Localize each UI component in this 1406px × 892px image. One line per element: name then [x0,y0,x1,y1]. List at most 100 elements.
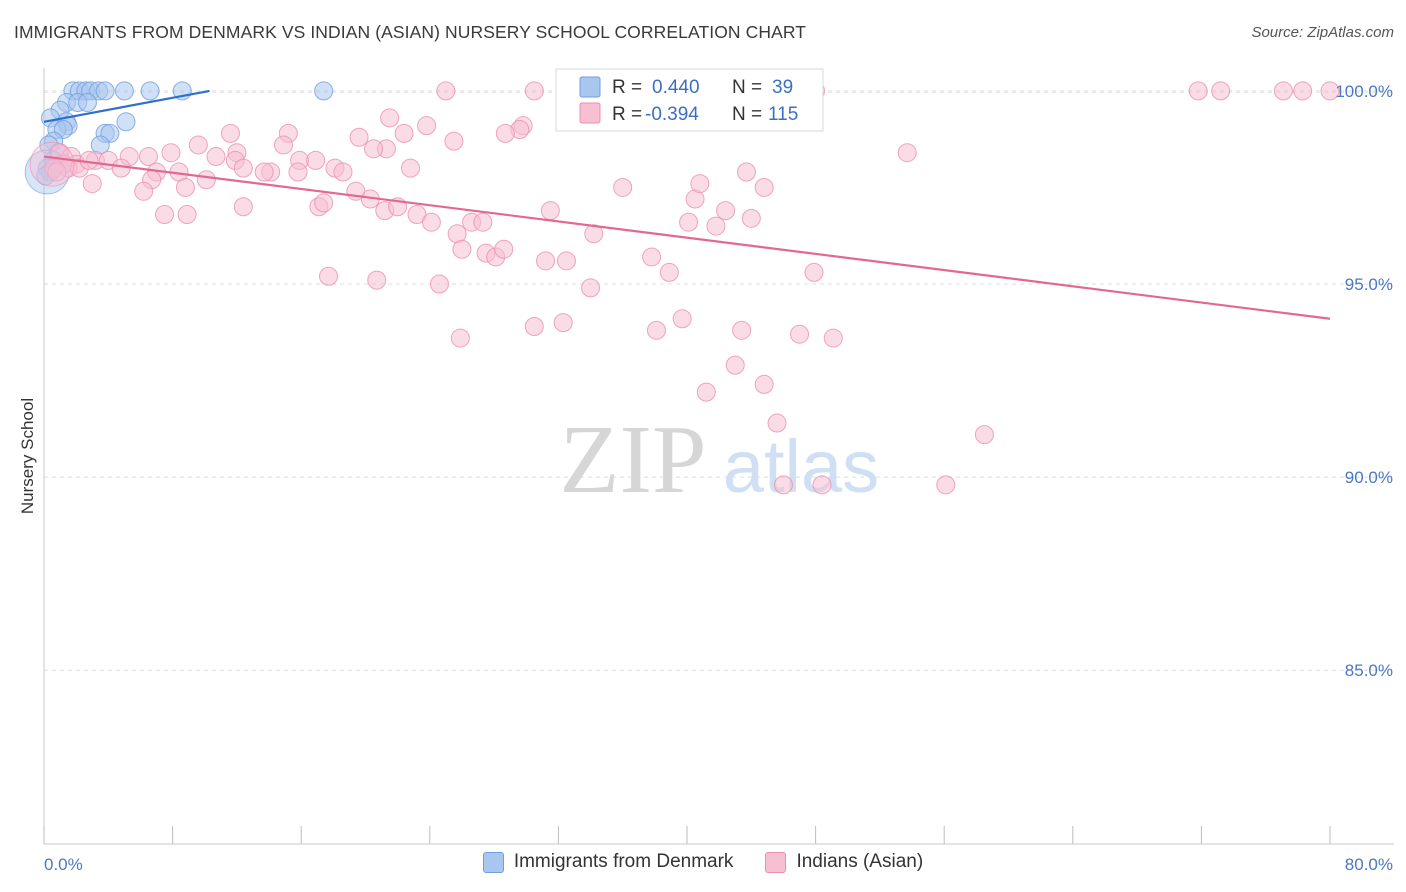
point-indians-107 [812,475,832,495]
watermark-atlas: atlas [723,425,879,508]
point-indians-44 [288,162,308,182]
point-indians-92 [804,262,824,282]
point-indians-98 [732,320,752,340]
watermark-zip: ZIP [560,406,707,514]
y-tick-labels: 100.0% 95.0% 90.0% 85.0% [1335,82,1393,680]
series-legend: Immigrants from Denmark Indians (Asian) [0,851,1406,873]
point-indians-90 [429,274,449,294]
point-indians-73 [690,174,710,194]
chart-title: IMMIGRANTS FROM DENMARK VS INDIAN (ASIAN… [14,22,807,42]
point-indians-67 [540,201,560,221]
point-indians-41 [233,158,253,178]
axes [43,68,1394,845]
point-indians-7 [1320,81,1340,101]
legend-n-label-pink: N = [732,104,762,125]
point-indians-23 [161,143,181,163]
point-indians-94 [524,316,544,336]
point-indians-52 [196,170,216,190]
point-denmark-16 [116,112,136,132]
point-indians-80 [452,239,472,259]
point-indians-3 [1188,81,1208,101]
point-large-indians-0 [29,141,75,187]
point-indians-108 [936,475,956,495]
point-indians-40 [306,150,326,170]
point-indians-83 [494,239,514,259]
point-indians-6 [1293,81,1313,101]
point-denmark-5 [95,81,115,101]
stats-legend: R = 0.440 N = 39 R = -0.394 N = 115 [555,68,824,132]
point-indians-66 [155,204,175,224]
legend-swatch-blue [579,76,601,98]
point-indians-24 [138,147,158,167]
y-tick-label-0: 100.0% [1335,82,1393,101]
point-indians-93 [450,328,470,348]
point-indians-26 [206,147,226,167]
point-denmark-9 [314,81,334,101]
legend-item-indians[interactable]: Indians (Asian) [765,851,923,873]
trend-line-indians [43,155,1331,320]
point-indians-85 [556,251,576,271]
legend-n-label-blue: N = [732,77,762,98]
point-indians-43 [254,162,274,182]
point-indians-47 [401,158,421,178]
point-indians-106 [773,475,793,495]
point-indians-17 [444,131,464,151]
point-indians-14 [220,123,240,143]
source-label: Source: ZipAtlas.com [1251,24,1394,41]
point-indians-63 [421,212,441,232]
point-indians-69 [716,201,736,221]
point-indians-75 [754,177,774,197]
point-indians-79 [473,212,493,232]
legend-r-label-pink: R = [612,104,642,125]
point-indians-72 [613,177,633,197]
point-indians-9 [417,116,437,136]
point-indians-109 [897,143,917,163]
point-indians-71 [706,216,726,236]
x-tick-labels: 0.0% 80.0% [44,855,1393,874]
legend-swatch-denmark [482,851,504,873]
point-indians-96 [646,320,666,340]
legend-r-value-blue: 0.440 [652,77,700,98]
gridlines [44,90,1394,671]
legend-label-indians: Indians (Asian) [796,851,924,872]
x-tick-label-0: 0.0% [44,855,83,874]
point-indians-10 [394,123,414,143]
point-indians-95 [553,313,573,333]
point-indians-88 [319,266,339,286]
point-indians-105 [974,425,994,445]
point-indians-35 [47,162,67,182]
legend-swatch-pink [579,102,601,124]
point-indians-91 [581,278,601,298]
point-indians-86 [642,247,662,267]
point-indians-8 [380,108,400,128]
point-denmark-7 [140,81,160,101]
point-indians-0 [436,81,456,101]
point-indians-74 [736,162,756,182]
point-indians-46 [333,162,353,182]
point-indians-65 [177,204,197,224]
point-indians-101 [725,355,745,375]
legend-swatch-indians [765,851,787,873]
trend-line-denmark [43,89,210,123]
point-indians-54 [175,177,195,197]
point-indians-99 [790,324,810,344]
y-tick-label-1: 95.0% [1345,275,1393,294]
y-axis-label: Nursery School [18,398,37,514]
y-tick-label-2: 90.0% [1345,468,1393,487]
point-indians-97 [672,309,692,329]
legend-item-denmark[interactable]: Immigrants from Denmark [482,851,734,873]
trend-lines [43,89,1331,320]
point-indians-57 [314,193,334,213]
point-indians-5 [1273,81,1293,101]
legend-n-value-blue: 39 [772,77,793,98]
point-indians-103 [754,374,774,394]
legend-label-denmark: Immigrants from Denmark [513,851,734,872]
legend-r-label-blue: R = [612,77,642,98]
point-indians-55 [134,181,154,201]
point-indians-13 [495,123,515,143]
point-indians-1 [524,81,544,101]
point-indians-64 [233,197,253,217]
legend-r-value-pink: -0.394 [645,104,699,125]
point-indians-84 [536,251,556,271]
